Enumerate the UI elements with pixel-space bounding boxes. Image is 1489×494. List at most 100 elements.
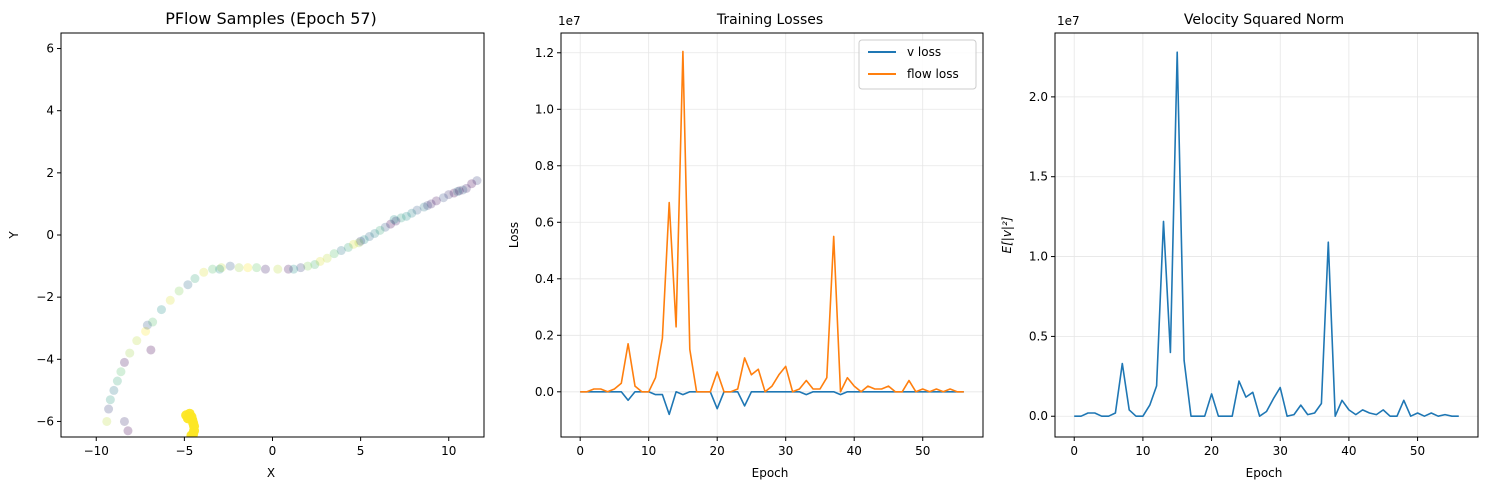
legend-label-v-loss: v loss xyxy=(907,45,941,59)
scatter-point xyxy=(354,238,364,248)
y-tick-label: 0.0 xyxy=(1029,409,1048,423)
x-tick-label: 10 xyxy=(441,444,456,458)
scatter-point xyxy=(329,249,339,259)
scatter-point xyxy=(116,367,126,377)
x-tick-label: 10 xyxy=(641,444,656,458)
x-tick-label: 0 xyxy=(1070,444,1078,458)
x-tick-label: 10 xyxy=(1135,444,1150,458)
plot-frame xyxy=(1054,32,1479,438)
x-axis-label: Epoch xyxy=(1246,466,1283,480)
scatter-point xyxy=(412,205,422,215)
scatter-point xyxy=(438,193,448,203)
x-tick-label: 50 xyxy=(915,444,930,458)
scatter-point xyxy=(252,263,262,273)
x-tick-label: 40 xyxy=(1341,444,1356,458)
scatter-point xyxy=(174,286,184,296)
x-tick-label: 30 xyxy=(1273,444,1288,458)
y-tick-label: −4 xyxy=(36,352,54,366)
scatter-point xyxy=(453,186,463,196)
x-tick-label: 30 xyxy=(778,444,793,458)
tick-group: 0 10 20 30 40 50 0.0 0.5 1.0 1.5 2.0 xyxy=(1029,90,1425,458)
scatter-point xyxy=(315,256,325,266)
chart-title: Training Losses xyxy=(716,12,823,28)
series-line-flow-loss xyxy=(580,50,964,393)
y-axis-label: Loss xyxy=(507,222,521,248)
scatter-point xyxy=(349,239,359,249)
cluster-point xyxy=(182,413,193,424)
scatter-point xyxy=(234,263,244,273)
y-tick-label: 0.5 xyxy=(1029,329,1048,343)
scatter-point xyxy=(375,225,385,235)
scatter-point xyxy=(386,219,396,229)
scatter-point xyxy=(183,280,193,290)
scatter-point xyxy=(449,188,459,198)
x-tick-label: 0 xyxy=(269,444,277,458)
plot-frame xyxy=(560,32,984,438)
cluster-point xyxy=(186,430,197,437)
scatter-point xyxy=(104,404,114,414)
scatter-point xyxy=(458,185,468,195)
scatter-point xyxy=(380,222,390,232)
scatter-point xyxy=(119,357,129,367)
y-tick-label: 6 xyxy=(46,42,54,56)
chart-title: Velocity Squared Norm xyxy=(1184,12,1344,28)
scale-label: 1e7 xyxy=(1057,14,1080,28)
scatter-point xyxy=(467,179,477,189)
scatter-point xyxy=(343,242,353,252)
tick-group: −10 −5 0 5 10 −6 −4 −2 0 2 4 6 xyxy=(36,42,456,458)
scatter-point xyxy=(472,176,482,186)
training-losses-panel: Training Losses 1e7 Epoch Loss 0 10 20 30 40… xyxy=(507,12,984,480)
scatter-point xyxy=(215,264,225,274)
velocity-norm-panel: Velocity Squared Norm 1e7 Epoch E[|v|²] … xyxy=(1000,12,1479,480)
y-axis-label: E[|v|²] xyxy=(1000,216,1014,253)
y-tick-label: 1.0 xyxy=(535,102,554,116)
x-axis-label: X xyxy=(267,466,275,480)
scatter-point xyxy=(364,232,374,242)
scatter-point xyxy=(461,183,471,193)
y-tick-label: 1.5 xyxy=(1029,170,1048,184)
scatter-point-group xyxy=(102,176,482,437)
scatter-point xyxy=(225,261,235,271)
scatter-point xyxy=(146,345,156,355)
x-tick-label: −10 xyxy=(84,444,109,458)
legend: v loss flow loss xyxy=(858,39,977,90)
scatter-point xyxy=(396,213,406,223)
scatter-point xyxy=(156,305,166,315)
y-tick-label: 1.0 xyxy=(1029,250,1048,264)
series-lines xyxy=(580,50,964,416)
scatter-point xyxy=(407,208,417,218)
x-tick-label: 0 xyxy=(576,444,584,458)
scatter-point xyxy=(112,376,122,386)
scatter-points xyxy=(102,176,482,437)
legend-label-flow-loss: flow loss xyxy=(907,67,959,81)
scale-label: 1e7 xyxy=(558,14,581,28)
scatter-point xyxy=(165,295,175,305)
scatter-point xyxy=(119,416,129,426)
x-tick-label: 40 xyxy=(847,444,862,458)
scatter-point xyxy=(322,253,332,263)
scatter-point xyxy=(296,263,306,273)
scatter-point xyxy=(389,214,399,224)
scatter-point xyxy=(216,263,226,273)
scatter-point xyxy=(141,326,151,336)
grid-lines xyxy=(1055,33,1478,437)
scatter-point xyxy=(370,228,380,238)
scatter-point xyxy=(444,190,454,200)
y-tick-label: −2 xyxy=(36,290,54,304)
y-tick-label: 0 xyxy=(46,228,54,242)
scatter-point xyxy=(310,260,320,270)
scatter-point xyxy=(190,274,200,284)
scatter-point xyxy=(123,426,133,436)
scatter-point xyxy=(125,348,135,358)
scatter-point xyxy=(243,263,253,273)
chart-title: PFlow Samples (Epoch 57) xyxy=(165,9,377,28)
y-tick-label: 0.4 xyxy=(535,272,554,286)
x-tick-label: 5 xyxy=(357,444,365,458)
scatter-point xyxy=(142,320,152,330)
scatter-point xyxy=(423,200,433,210)
y-tick-label: 0.8 xyxy=(535,159,554,173)
x-tick-label: 50 xyxy=(1410,444,1425,458)
scatter-point xyxy=(208,264,218,274)
